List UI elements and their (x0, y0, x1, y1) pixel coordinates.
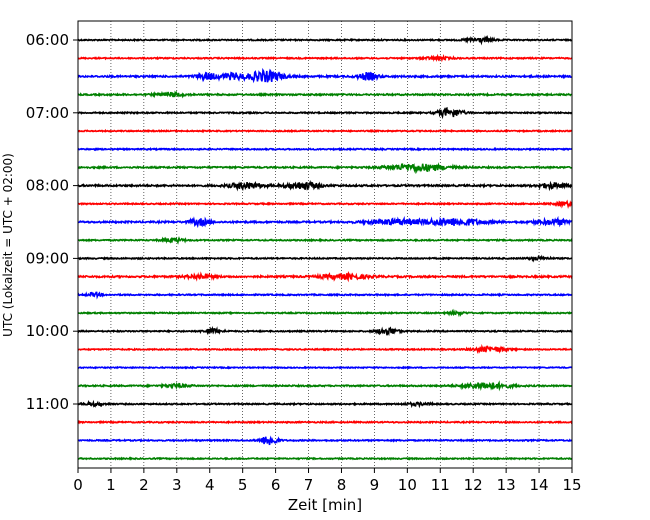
trace-0730 (77, 146, 573, 152)
trace-0915 (77, 270, 573, 283)
x-tick-label: 1 (106, 476, 116, 494)
trace-0845 (77, 236, 573, 245)
x-tick-label: 12 (464, 476, 483, 494)
x-tick-label: 5 (238, 476, 248, 494)
plot-frame (77, 20, 573, 469)
trace-1130 (77, 435, 573, 446)
trace-0945 (77, 308, 573, 318)
trace-1030 (77, 365, 573, 370)
x-tick-label: 7 (304, 476, 314, 494)
trace-0745 (77, 162, 573, 175)
trace-1145 (77, 456, 573, 461)
x-axis-ticks: 0 1 2 3 4 5 6 7 8 9 10 11 12 13 14 15 (73, 468, 582, 494)
x-tick-label: 6 (271, 476, 281, 494)
vertical-grid-lines (110, 21, 540, 468)
x-tick-label: 3 (172, 476, 182, 494)
trace-0615 (77, 53, 573, 63)
trace-0830 (77, 215, 573, 229)
trace-0815 (77, 199, 573, 209)
seismogram-traces (77, 34, 573, 461)
y-tick-label: 07:00 (26, 104, 69, 122)
x-tick-label: 2 (139, 476, 149, 494)
y-axis-label: UTC (Lokalzeit = UTC + 02:00) (1, 153, 15, 337)
trace-0700 (77, 106, 573, 120)
trace-1115 (77, 419, 573, 425)
trace-1015 (77, 343, 573, 354)
x-tick-label: 15 (562, 476, 581, 494)
trace-1100 (77, 399, 573, 409)
trace-1000 (77, 325, 573, 337)
trace-0930 (77, 291, 573, 300)
trace-1045 (77, 380, 573, 392)
x-tick-label: 11 (431, 476, 450, 494)
trace-0630 (77, 67, 573, 84)
trace-0715 (77, 128, 573, 134)
y-tick-label: 09:00 (26, 249, 69, 267)
trace-0800 (77, 180, 573, 192)
trace-0600 (77, 34, 573, 46)
y-axis-ticks: 06:00 07:00 08:00 09:00 10:00 11:00 (26, 31, 78, 413)
y-tick-label: 10:00 (26, 322, 69, 340)
y-tick-label: 11:00 (26, 395, 69, 413)
x-tick-label: 0 (73, 476, 83, 494)
x-tick-label: 10 (398, 476, 417, 494)
y-tick-label: 06:00 (26, 31, 69, 49)
x-tick-label: 14 (530, 476, 549, 494)
x-tick-label: 9 (370, 476, 380, 494)
trace-0900 (77, 254, 573, 263)
y-tick-label: 08:00 (26, 177, 69, 195)
x-tick-label: 8 (337, 476, 347, 494)
x-axis-label: Zeit [min] (288, 496, 362, 514)
trace-0645 (77, 90, 573, 99)
x-tick-label: 4 (205, 476, 215, 494)
x-tick-label: 13 (497, 476, 516, 494)
